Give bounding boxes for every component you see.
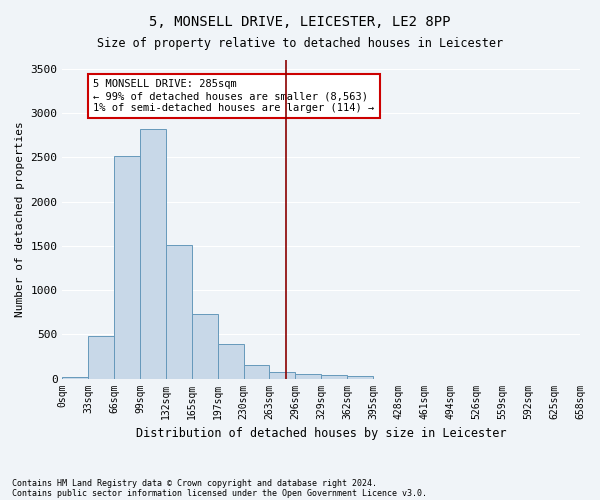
Bar	[218, 344, 244, 378]
X-axis label: Distribution of detached houses by size in Leicester: Distribution of detached houses by size …	[136, 427, 506, 440]
Text: Contains public sector information licensed under the Open Government Licence v3: Contains public sector information licen…	[12, 488, 427, 498]
Y-axis label: Number of detached properties: Number of detached properties	[15, 122, 25, 317]
Bar	[114, 156, 140, 378]
Bar	[192, 314, 218, 378]
Bar	[62, 377, 88, 378]
Bar	[269, 372, 295, 378]
Text: 5, MONSELL DRIVE, LEICESTER, LE2 8PP: 5, MONSELL DRIVE, LEICESTER, LE2 8PP	[149, 15, 451, 29]
Bar	[166, 245, 192, 378]
Bar	[321, 374, 347, 378]
Text: Size of property relative to detached houses in Leicester: Size of property relative to detached ho…	[97, 38, 503, 51]
Bar	[88, 336, 114, 378]
Bar	[347, 376, 373, 378]
Text: Contains HM Land Registry data © Crown copyright and database right 2024.: Contains HM Land Registry data © Crown c…	[12, 478, 377, 488]
Text: 5 MONSELL DRIVE: 285sqm
← 99% of detached houses are smaller (8,563)
1% of semi-: 5 MONSELL DRIVE: 285sqm ← 99% of detache…	[94, 80, 375, 112]
Bar	[244, 365, 269, 378]
Bar	[295, 374, 321, 378]
Bar	[140, 129, 166, 378]
